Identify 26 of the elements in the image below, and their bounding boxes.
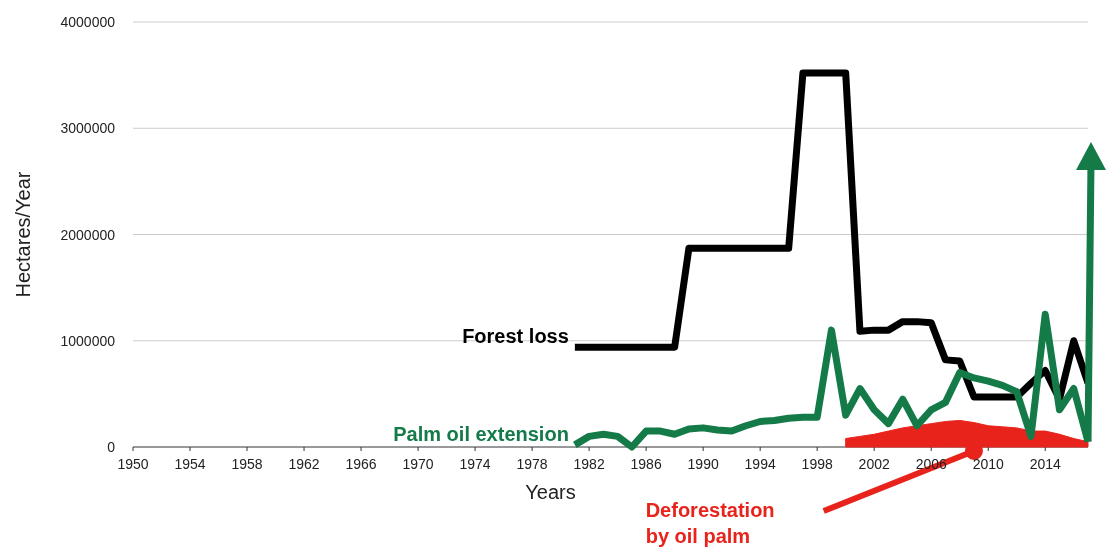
- x-tick-label: 1962: [288, 456, 320, 472]
- x-tick-label: 1978: [516, 456, 548, 472]
- x-tick-label: 1954: [174, 456, 206, 472]
- x-tick-label: 1950: [117, 456, 149, 472]
- series-label: Forest loss: [462, 325, 569, 348]
- x-tick-label: 1966: [345, 456, 377, 472]
- x-axis-title: Years: [525, 481, 576, 503]
- y-tick-label: 2000000: [60, 226, 116, 243]
- x-tick-label: 1998: [801, 456, 833, 472]
- y-axis-title: Hectares/Year: [12, 171, 34, 298]
- x-tick-label: 2014: [1029, 456, 1062, 472]
- x-tick-label: 1990: [687, 456, 719, 472]
- x-tick-label: 1970: [402, 456, 434, 472]
- y-tick-label: 3000000: [60, 120, 116, 137]
- x-tick-label: 1958: [231, 456, 263, 472]
- y-tick-label: 1000000: [60, 332, 116, 349]
- y-tick-label: 4000000: [60, 14, 116, 30]
- x-tick-label: 1994: [744, 456, 776, 472]
- x-tick-label: 2002: [858, 456, 890, 472]
- y-tick-label: 0: [107, 439, 116, 455]
- x-tick-label: 1986: [630, 456, 662, 472]
- text: Deforestation by oil palm: [645, 499, 775, 547]
- x-tick-label: 1982: [573, 456, 605, 472]
- x-tick-label: 2010: [972, 456, 1004, 472]
- x-tick-label: 1974: [459, 456, 491, 472]
- series-label: Palm oil extension: [393, 422, 569, 445]
